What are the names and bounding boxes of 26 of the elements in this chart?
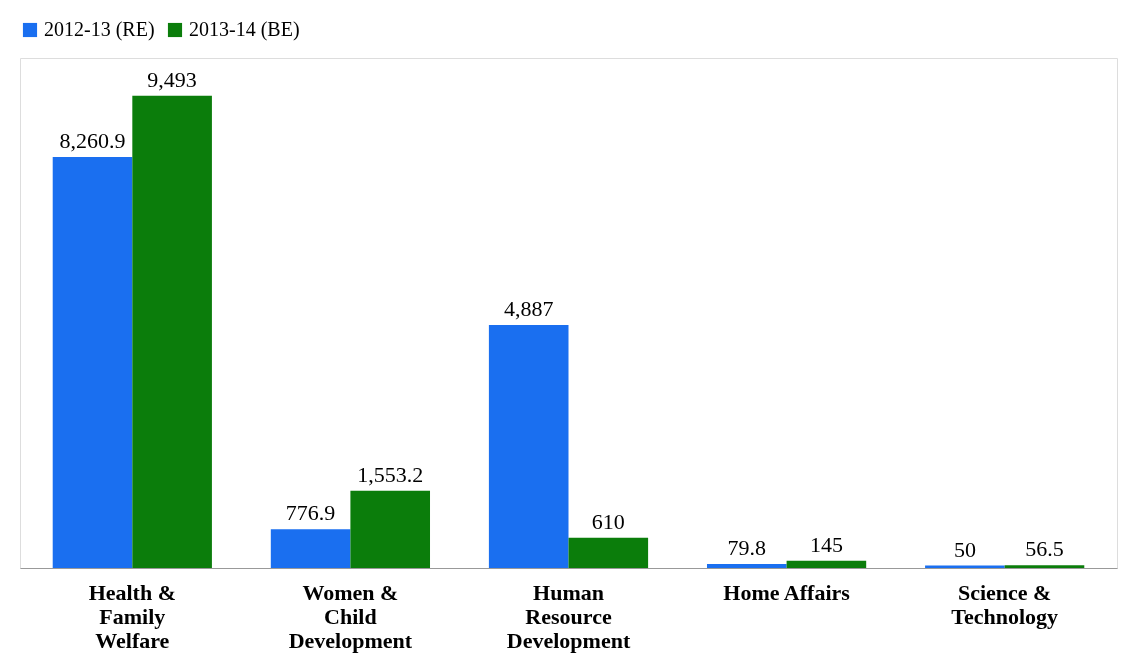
- bar: [52, 157, 133, 568]
- bar: [1004, 565, 1085, 568]
- data-label: 145: [809, 531, 843, 557]
- bar: [488, 324, 569, 568]
- x-tick-label: Women & Child Development: [288, 579, 413, 653]
- x-tick-label: Human Resource Development: [506, 579, 631, 653]
- bar: [270, 529, 351, 568]
- data-label: 1,553.2: [357, 461, 424, 487]
- legend-label: 2013-14 (BE): [189, 18, 300, 41]
- data-label: 776.9: [285, 500, 336, 526]
- data-label: 50: [953, 536, 976, 562]
- legend-label: 2012-13 (RE): [44, 18, 155, 41]
- bar: [706, 564, 787, 568]
- data-label: 8,260.9: [59, 128, 126, 154]
- bar: [350, 490, 431, 568]
- data-label: 610: [591, 508, 625, 534]
- data-label: 56.5: [1025, 536, 1064, 562]
- data-label: 4,887: [503, 295, 554, 321]
- bar: [568, 537, 649, 568]
- data-label: 9,493: [147, 66, 197, 92]
- x-tick-label: Health & Family Welfare: [88, 579, 177, 653]
- bar: [132, 95, 212, 568]
- x-tick-label: Home Affairs: [723, 579, 851, 605]
- bar: [786, 560, 867, 568]
- x-tick-label: Science & Technology: [951, 579, 1059, 629]
- data-label: 79.8: [727, 535, 767, 561]
